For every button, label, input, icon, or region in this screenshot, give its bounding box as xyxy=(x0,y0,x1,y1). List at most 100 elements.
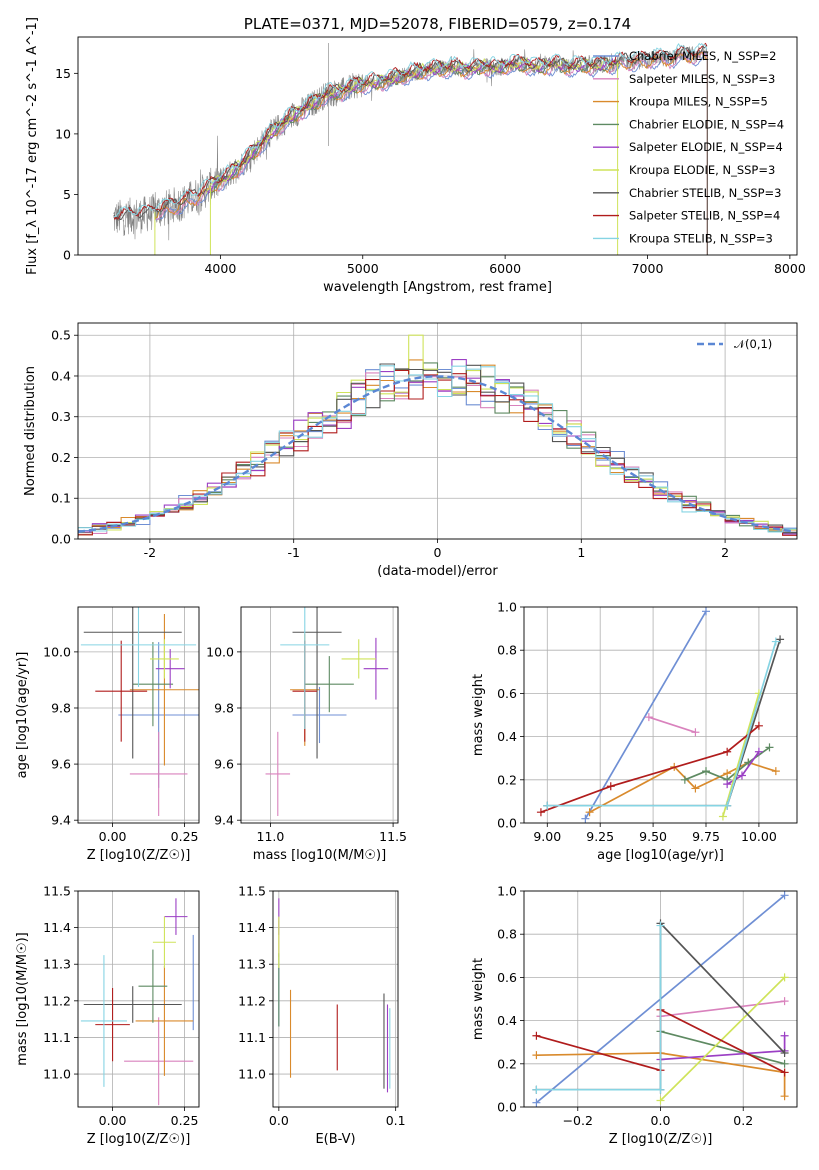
weight-marker xyxy=(606,782,615,791)
weight-marker xyxy=(691,784,700,793)
residuals-ytick-label: 0.3 xyxy=(51,409,71,424)
residuals-ytick-label: 0.5 xyxy=(51,328,71,343)
spectrum-ytick-label: 10 xyxy=(55,126,71,141)
weight-series-line xyxy=(660,1000,785,1018)
weight-vs-age-frame xyxy=(523,606,798,824)
data-point xyxy=(95,988,130,1062)
mass-vs-z-plot-area xyxy=(80,898,194,1106)
weight-vs-z-ylabel: mass weight xyxy=(471,958,486,1040)
weight-vs-age-ytick-label: 0.6 xyxy=(497,686,517,701)
mass-vs-z-ytick-label: 11.2 xyxy=(43,993,71,1008)
weight-vs-age-ytick-label: 0.2 xyxy=(497,772,517,787)
model-spectrum-line xyxy=(113,42,708,218)
data-point xyxy=(80,955,127,1087)
weight-marker xyxy=(780,1068,789,1077)
spectrum-legend: Chabrier MILES, N_SSP=2 Salpeter MILES, N… xyxy=(593,49,784,245)
data-point xyxy=(124,1017,194,1106)
mass-vs-z-xlabel: Z [log10(Z/Z☉)] xyxy=(87,1132,191,1147)
mass-vs-z-ytick-label: 11.4 xyxy=(43,920,71,935)
age-vs-z-xtick-label: 0.25 xyxy=(171,829,199,844)
data-point xyxy=(164,898,188,935)
weight-series-line xyxy=(660,1030,785,1065)
spectrum-ylabel: Flux [f_λ 10^-17 erg cm^-2 s^-1 A^-1] xyxy=(25,17,40,275)
weight-marker xyxy=(581,814,590,823)
mass-vs-z-ytick-label: 11.1 xyxy=(43,1030,71,1045)
mass-vs-ebv-ytick-label: 11.4 xyxy=(238,920,266,935)
mass-vs-z-ytick-label: 11.3 xyxy=(43,957,71,972)
mass-vs-z-panel: 0.00 0.25 11.0 11.1 11.2 11.3 11.4 11.5 Z [log10… xyxy=(15,884,200,1147)
weight-marker xyxy=(702,607,710,616)
mass-vs-z-xtick-label: 0.25 xyxy=(171,1113,199,1128)
model-spectrum-line xyxy=(205,57,619,195)
weight-vs-age-ytick-label: 0.8 xyxy=(497,643,517,658)
age-vs-mass-ytick-label: 9.4 xyxy=(214,813,234,828)
residuals-plot-area xyxy=(78,334,797,538)
weight-vs-z-ytick-label: 0.0 xyxy=(497,1100,517,1115)
weight-vs-z-xtick-label: 0.0 xyxy=(651,1113,671,1128)
age-vs-z-ytick-label: 9.4 xyxy=(51,813,71,828)
data-point xyxy=(304,656,354,713)
data-point xyxy=(135,966,194,1076)
weight-marker xyxy=(780,973,789,982)
spectrum-xtick-label: 4000 xyxy=(204,261,236,276)
residuals-ytick-label: 0.1 xyxy=(51,491,71,506)
age-vs-mass-ytick-label: 9.8 xyxy=(214,700,234,715)
legend-entry: Kroupa MILES, N_SSP=5 xyxy=(629,95,768,109)
weight-series-line xyxy=(659,976,786,1102)
weight-marker xyxy=(718,812,727,821)
normal-distribution-curve xyxy=(78,375,795,534)
age-vs-z-xlabel: Z [log10(Z/Z☉)] xyxy=(87,848,191,863)
age-vs-z-frame xyxy=(77,606,200,824)
model-spectrum-line xyxy=(113,44,708,221)
weight-vs-z-frame xyxy=(523,890,798,1108)
weight-vs-age-plot-area xyxy=(536,607,785,823)
data-point xyxy=(341,639,376,679)
mass-vs-ebv-plot-area xyxy=(278,898,391,1093)
data-point xyxy=(150,639,179,679)
weight-series-line xyxy=(589,761,777,813)
age-vs-z-ylabel: age [log10(age/yr)] xyxy=(15,652,30,779)
spectrum-xtick-label: 5000 xyxy=(347,261,379,276)
residuals-panel: -2 -1 0 1 2 0.0 0.1 0.2 0.3 0.4 0.5 (data-model)/er… xyxy=(23,322,798,579)
weight-vs-age-xtick-label: 9.25 xyxy=(586,829,614,844)
data-point xyxy=(132,642,174,727)
residuals-ytick-label: 0.4 xyxy=(51,368,71,383)
weight-marker xyxy=(585,808,594,817)
legend-entry: Salpeter ELODIE, N_SSP=4 xyxy=(629,140,783,154)
weight-marker xyxy=(780,1049,789,1057)
weight-marker xyxy=(532,1098,541,1107)
mass-vs-z-frame xyxy=(77,890,200,1108)
weight-series-line xyxy=(536,1052,786,1097)
spectrum-ytick-label: 5 xyxy=(63,187,71,202)
legend-entry: Chabrier ELODIE, N_SSP=4 xyxy=(629,117,784,131)
data-point xyxy=(95,640,148,742)
weight-marker xyxy=(532,1051,541,1060)
weight-marker xyxy=(723,780,732,789)
age-vs-mass-ytick-label: 10.0 xyxy=(206,644,234,659)
weight-marker xyxy=(771,637,780,646)
data-point xyxy=(265,731,291,816)
age-vs-z-panel: 0.00 0.25 9.4 9.6 9.8 10.0 Z [log10(Z/Z☉)] age … xyxy=(15,606,200,863)
weight-marker xyxy=(780,1059,789,1068)
mass-vs-ebv-panel: 0.0 0.1 11.0 11.1 11.2 11.3 11.4 11.5 E(B-V) xyxy=(238,884,405,1148)
weight-vs-z-xlabel: Z [log10(Z/Z☉)] xyxy=(609,1132,713,1147)
spectrum-ytick-label: 0 xyxy=(63,248,71,263)
data-point xyxy=(152,916,176,968)
data-point xyxy=(83,607,182,759)
weight-marker xyxy=(780,997,789,1006)
weight-marker xyxy=(780,1031,789,1040)
weight-marker xyxy=(737,771,746,780)
mass-vs-z-xtick-label: 0.00 xyxy=(99,1113,127,1128)
spectrum-xtick-label: 8000 xyxy=(774,261,806,276)
weight-marker xyxy=(780,891,789,900)
data-point xyxy=(363,637,389,700)
weight-vs-z-ytick-label: 0.2 xyxy=(497,1056,517,1071)
weight-vs-z-panel: −0.2 0.0 0.2 0.0 0.2 0.4 0.6 0.8 1.0 Z [log10(Z/Z… xyxy=(471,884,798,1147)
legend-entry: Chabrier STELIB, N_SSP=3 xyxy=(629,186,781,200)
residuals-ylabel: Normed distribution xyxy=(23,366,38,496)
weight-vs-age-ytick-label: 0.4 xyxy=(497,729,517,744)
data-point xyxy=(138,949,168,1023)
residuals-xtick-label: -2 xyxy=(144,545,156,560)
residuals-legend: 𝒩(0,1) xyxy=(697,337,772,351)
weight-vs-z-ytick-label: 0.4 xyxy=(497,1013,517,1028)
